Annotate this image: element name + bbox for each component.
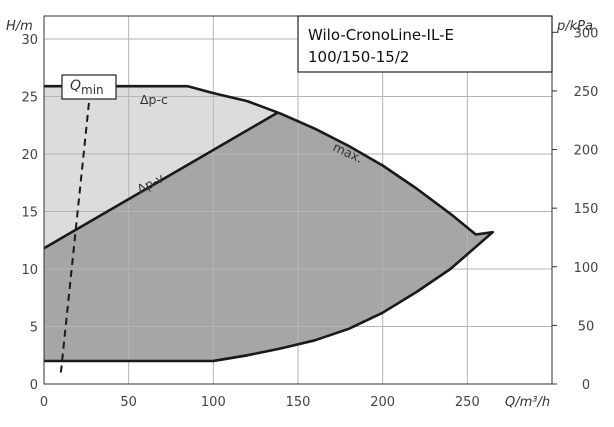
y-tick-label: 5 — [30, 321, 38, 336]
y-tick-label: 10 — [21, 263, 38, 278]
y-tick-label-right: 0 — [582, 378, 590, 393]
y-tick-label-right: 50 — [578, 319, 595, 334]
qmin-label-box — [61, 74, 117, 100]
x-tick-labels: 0 50 100 150 200 250 — [40, 395, 480, 410]
y-axis-label-right: p/kPa — [556, 19, 593, 34]
x-tick-label: 250 — [455, 395, 480, 410]
y-tick-label: 20 — [21, 148, 38, 163]
min-speed-curve — [44, 354, 248, 363]
y-tick-label: 15 — [21, 206, 38, 221]
y-tick-labels-right: 0 50 100 150 200 250 300 — [552, 26, 598, 393]
y-tick-label-right: 100 — [574, 261, 599, 276]
qmin-label-main: Q — [70, 78, 81, 94]
y-tick-label-right: 150 — [574, 202, 599, 217]
dp-c-label: Δp-c — [140, 92, 168, 107]
operating-regions — [44, 86, 493, 361]
max-curve — [187, 84, 495, 363]
x-tick-label: 200 — [370, 395, 395, 410]
title-box — [297, 15, 553, 73]
x-tick-label: 0 — [40, 395, 48, 410]
qmin-line — [59, 79, 93, 373]
y-axis-label-left: H/m — [6, 19, 33, 34]
dark-region — [44, 112, 493, 361]
dp-v-line — [43, 111, 279, 250]
x-tick-label: 150 — [286, 395, 311, 410]
chart-title-line1: Wilo-CronoLine-IL-E — [308, 26, 454, 44]
qmin-label: Qmin — [70, 78, 104, 97]
x-tick-label: 50 — [120, 395, 137, 410]
x-axis-label: Q/m³/h — [505, 395, 550, 410]
y-tick-labels-left: 0 5 10 15 20 25 30 — [21, 33, 38, 393]
chart-title-line2: 100/150-15/2 — [308, 48, 409, 66]
y-tick-label: 30 — [21, 33, 38, 48]
y-tick-label: 0 — [30, 378, 38, 393]
qmin-label-sub: min — [81, 83, 104, 97]
y-tick-label-right: 250 — [574, 85, 599, 100]
y-tick-label: 25 — [21, 91, 38, 106]
y-tick-label-right: 300 — [574, 26, 599, 41]
x-tick-label: 100 — [201, 395, 226, 410]
y-tick-label-right: 200 — [574, 144, 599, 159]
